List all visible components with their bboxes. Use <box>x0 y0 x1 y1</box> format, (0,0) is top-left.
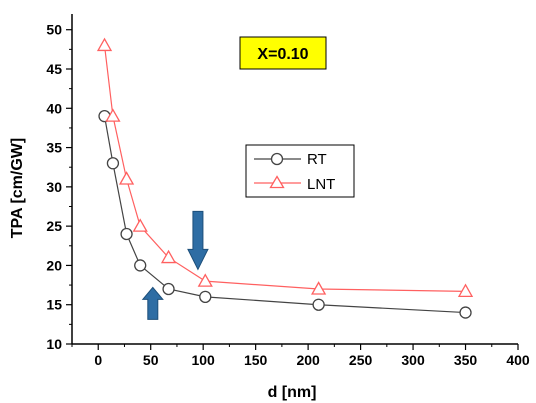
x-axis-title: d [nm] <box>268 384 317 401</box>
legend: RT LNT <box>245 144 355 198</box>
data-point-lnt <box>118 171 135 185</box>
x-tick-label: 350 <box>454 352 478 368</box>
y-tick-label: 30 <box>46 179 62 195</box>
legend-marker-rt <box>270 152 284 166</box>
y-tick-label: 35 <box>46 140 62 156</box>
y-tick-label: 10 <box>46 336 62 352</box>
x-tick-label: 100 <box>191 352 215 368</box>
data-point-rt <box>162 282 175 296</box>
data-point-rt <box>199 290 212 304</box>
axes: 10 15 20 25 30 35 40 45 50 0 50 100 150 200 250 300 350 4… <box>46 14 530 368</box>
data-point-rt <box>120 227 133 241</box>
y-axis-title: TPA [cm/GW] <box>9 138 26 238</box>
data-point-rt <box>106 157 120 170</box>
data-point-lnt <box>132 218 148 232</box>
data-point-lnt <box>105 108 121 122</box>
series-layer <box>96 37 474 320</box>
data-point-lnt <box>197 273 213 287</box>
data-point-lnt <box>457 283 474 298</box>
legend-marker-lnt <box>269 175 285 189</box>
x-tick-label: 200 <box>296 352 320 368</box>
x-tick-label: 50 <box>143 352 159 368</box>
y-tick-label: 25 <box>46 218 62 234</box>
x-tick-label: 400 <box>506 352 530 368</box>
legend-label-lnt: LNT <box>307 176 335 193</box>
y-tick-label: 45 <box>46 61 62 77</box>
arrow-up-icon <box>141 286 164 320</box>
x-tick-label: 250 <box>349 352 373 368</box>
annotation-box: X=0.10 <box>239 36 327 70</box>
y-tick-label: 40 <box>46 100 62 116</box>
data-point-rt <box>312 298 325 311</box>
x-tick-label: 300 <box>401 352 425 368</box>
data-point-rt <box>134 259 147 272</box>
annotation-label: X=0.10 <box>257 46 308 63</box>
legend-box <box>245 144 355 198</box>
legend-label-rt: RT <box>307 151 327 168</box>
x-tick-label: 150 <box>244 352 268 368</box>
data-point-lnt <box>160 249 177 264</box>
annotation-background <box>239 36 327 70</box>
x-tick-label: 0 <box>94 352 102 368</box>
arrow-down-icon <box>187 210 209 271</box>
y-tick-label: 20 <box>46 257 62 273</box>
data-point-lnt <box>310 281 327 295</box>
data-point-rt <box>459 306 472 319</box>
series-line-lnt <box>103 45 466 292</box>
y-tick-label: 15 <box>46 297 62 313</box>
series-line-rt <box>103 116 466 314</box>
data-point-lnt <box>96 37 113 52</box>
y-tick-label: 50 <box>46 22 62 38</box>
